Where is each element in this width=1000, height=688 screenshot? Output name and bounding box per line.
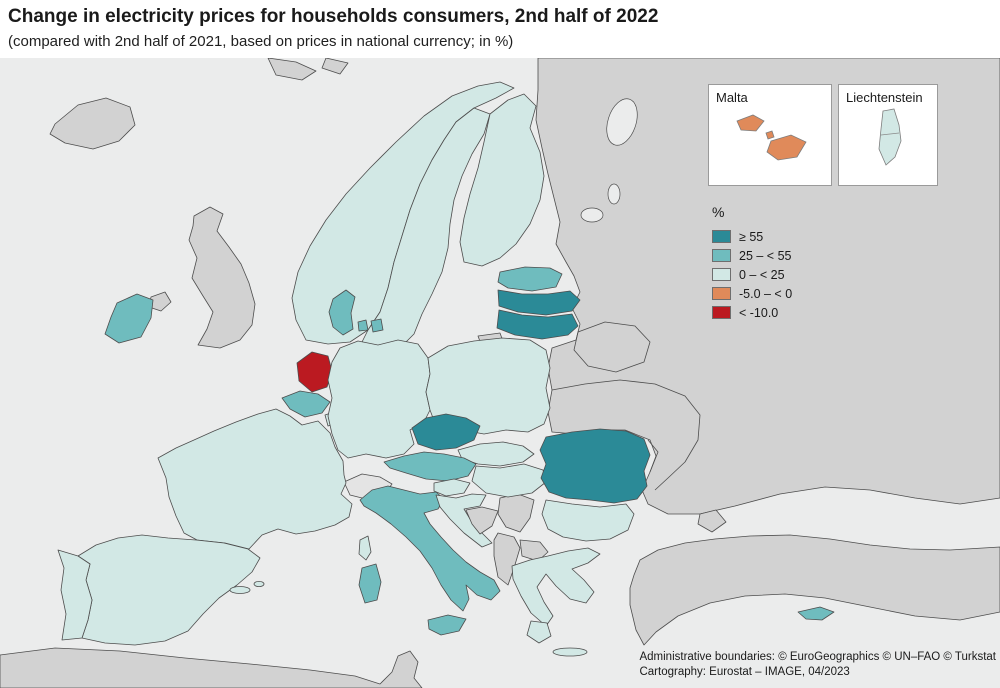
- inset-malta: Malta: [708, 84, 832, 186]
- legend-label: < -10.0: [739, 305, 779, 320]
- island-malta: [766, 134, 807, 161]
- border-moldova: [647, 439, 659, 473]
- legend-swatch-gte55: [712, 230, 731, 243]
- country-albania-montenegro: [493, 532, 521, 586]
- header: Change in electricity prices for househo…: [0, 0, 1000, 58]
- map-credits: Administrative boundaries: © EuroGeograp…: [639, 650, 996, 680]
- border-ukraine: [551, 379, 701, 491]
- inset-malta-map: [736, 114, 807, 161]
- country-balearic-islands: [229, 586, 251, 594]
- country-italy: [359, 485, 501, 612]
- country-ireland: [104, 293, 154, 344]
- island-gozo: [736, 114, 765, 132]
- country-svalbard: [267, 58, 317, 81]
- country-austria: [383, 451, 477, 482]
- legend-title: %: [712, 204, 725, 220]
- inset-liechtenstein-label: Liechtenstein: [846, 90, 923, 105]
- legend-item: 0 – < 25: [712, 265, 792, 284]
- legend-swatch-25to55: [712, 249, 731, 262]
- country-czechia: [411, 413, 481, 451]
- legend-label: 0 – < 25: [739, 267, 785, 282]
- legend-label: 25 – < 55: [739, 248, 792, 263]
- map-legend: % ≥ 55 25 – < 55 0 – < 25 -5.0 – < 0 < -…: [712, 204, 792, 322]
- legend-swatch-0to25: [712, 268, 731, 281]
- country-lithuania: [496, 309, 579, 340]
- legend-label: -5.0 – < 0: [739, 286, 793, 301]
- legend-item: < -10.0: [712, 303, 792, 322]
- country-poland: [425, 337, 551, 435]
- liechtenstein-inner-border: [880, 132, 900, 136]
- country-slovenia: [433, 478, 471, 497]
- country-france: [157, 408, 353, 550]
- country-hungary: [471, 463, 547, 498]
- legend-swatch-neg5to0: [712, 287, 731, 300]
- country-corsica: [358, 535, 372, 561]
- legend-item: 25 – < 55: [712, 246, 792, 265]
- country-greece: [511, 547, 601, 627]
- lake-ladoga: [580, 207, 604, 223]
- country-cyprus: [797, 606, 835, 621]
- country-latvia: [497, 289, 581, 316]
- liechtenstein-shape: [878, 108, 902, 166]
- country-sicily: [427, 614, 467, 636]
- country-turkey: [629, 534, 1000, 646]
- credit-cartography: Cartography: Eurostat – IMAGE, 04/2023: [639, 666, 850, 678]
- country-iceland: [49, 97, 136, 150]
- country-north-macedonia: [519, 539, 549, 562]
- white-sea: [606, 98, 638, 146]
- country-denmark: [328, 289, 356, 336]
- island-comino: [765, 130, 775, 140]
- legend-label: ≥ 55: [739, 229, 764, 244]
- country-finland: [459, 93, 545, 267]
- country-peloponnese: [526, 620, 552, 644]
- country-islands-north: [321, 58, 349, 75]
- border-belarus: [573, 321, 651, 373]
- country-sardinia: [358, 563, 382, 604]
- country-denmark-zealand: [370, 318, 384, 333]
- europe-map: [0, 58, 1000, 688]
- inset-liechtenstein-map: [878, 108, 902, 166]
- legend-item: -5.0 – < 0: [712, 284, 792, 303]
- map-svg: [0, 58, 1000, 688]
- country-denmark-funen: [357, 319, 369, 332]
- legend-swatch-ltneg10: [712, 306, 731, 319]
- page-subtitle: (compared with 2nd half of 2021, based o…: [8, 33, 514, 50]
- country-romania: [539, 428, 651, 504]
- country-germany: [327, 339, 431, 459]
- legend-item: ≥ 55: [712, 227, 792, 246]
- country-estonia: [497, 266, 563, 292]
- country-portugal: [57, 549, 93, 641]
- inset-liechtenstein: Liechtenstein: [838, 84, 938, 186]
- country-crete: [552, 647, 588, 657]
- country-balearic-minor: [253, 581, 265, 588]
- country-bosnia: [465, 506, 499, 535]
- country-bulgaria: [541, 499, 635, 542]
- country-africa-coast: [0, 647, 423, 688]
- lake-onega: [607, 183, 621, 205]
- country-united-kingdom: [188, 206, 256, 349]
- page-title: Change in electricity prices for househo…: [8, 6, 659, 27]
- credit-boundaries: Administrative boundaries: © EuroGeograp…: [639, 651, 996, 663]
- country-crimea: [697, 509, 727, 533]
- country-belgium: [281, 390, 331, 418]
- inset-malta-label: Malta: [716, 90, 748, 105]
